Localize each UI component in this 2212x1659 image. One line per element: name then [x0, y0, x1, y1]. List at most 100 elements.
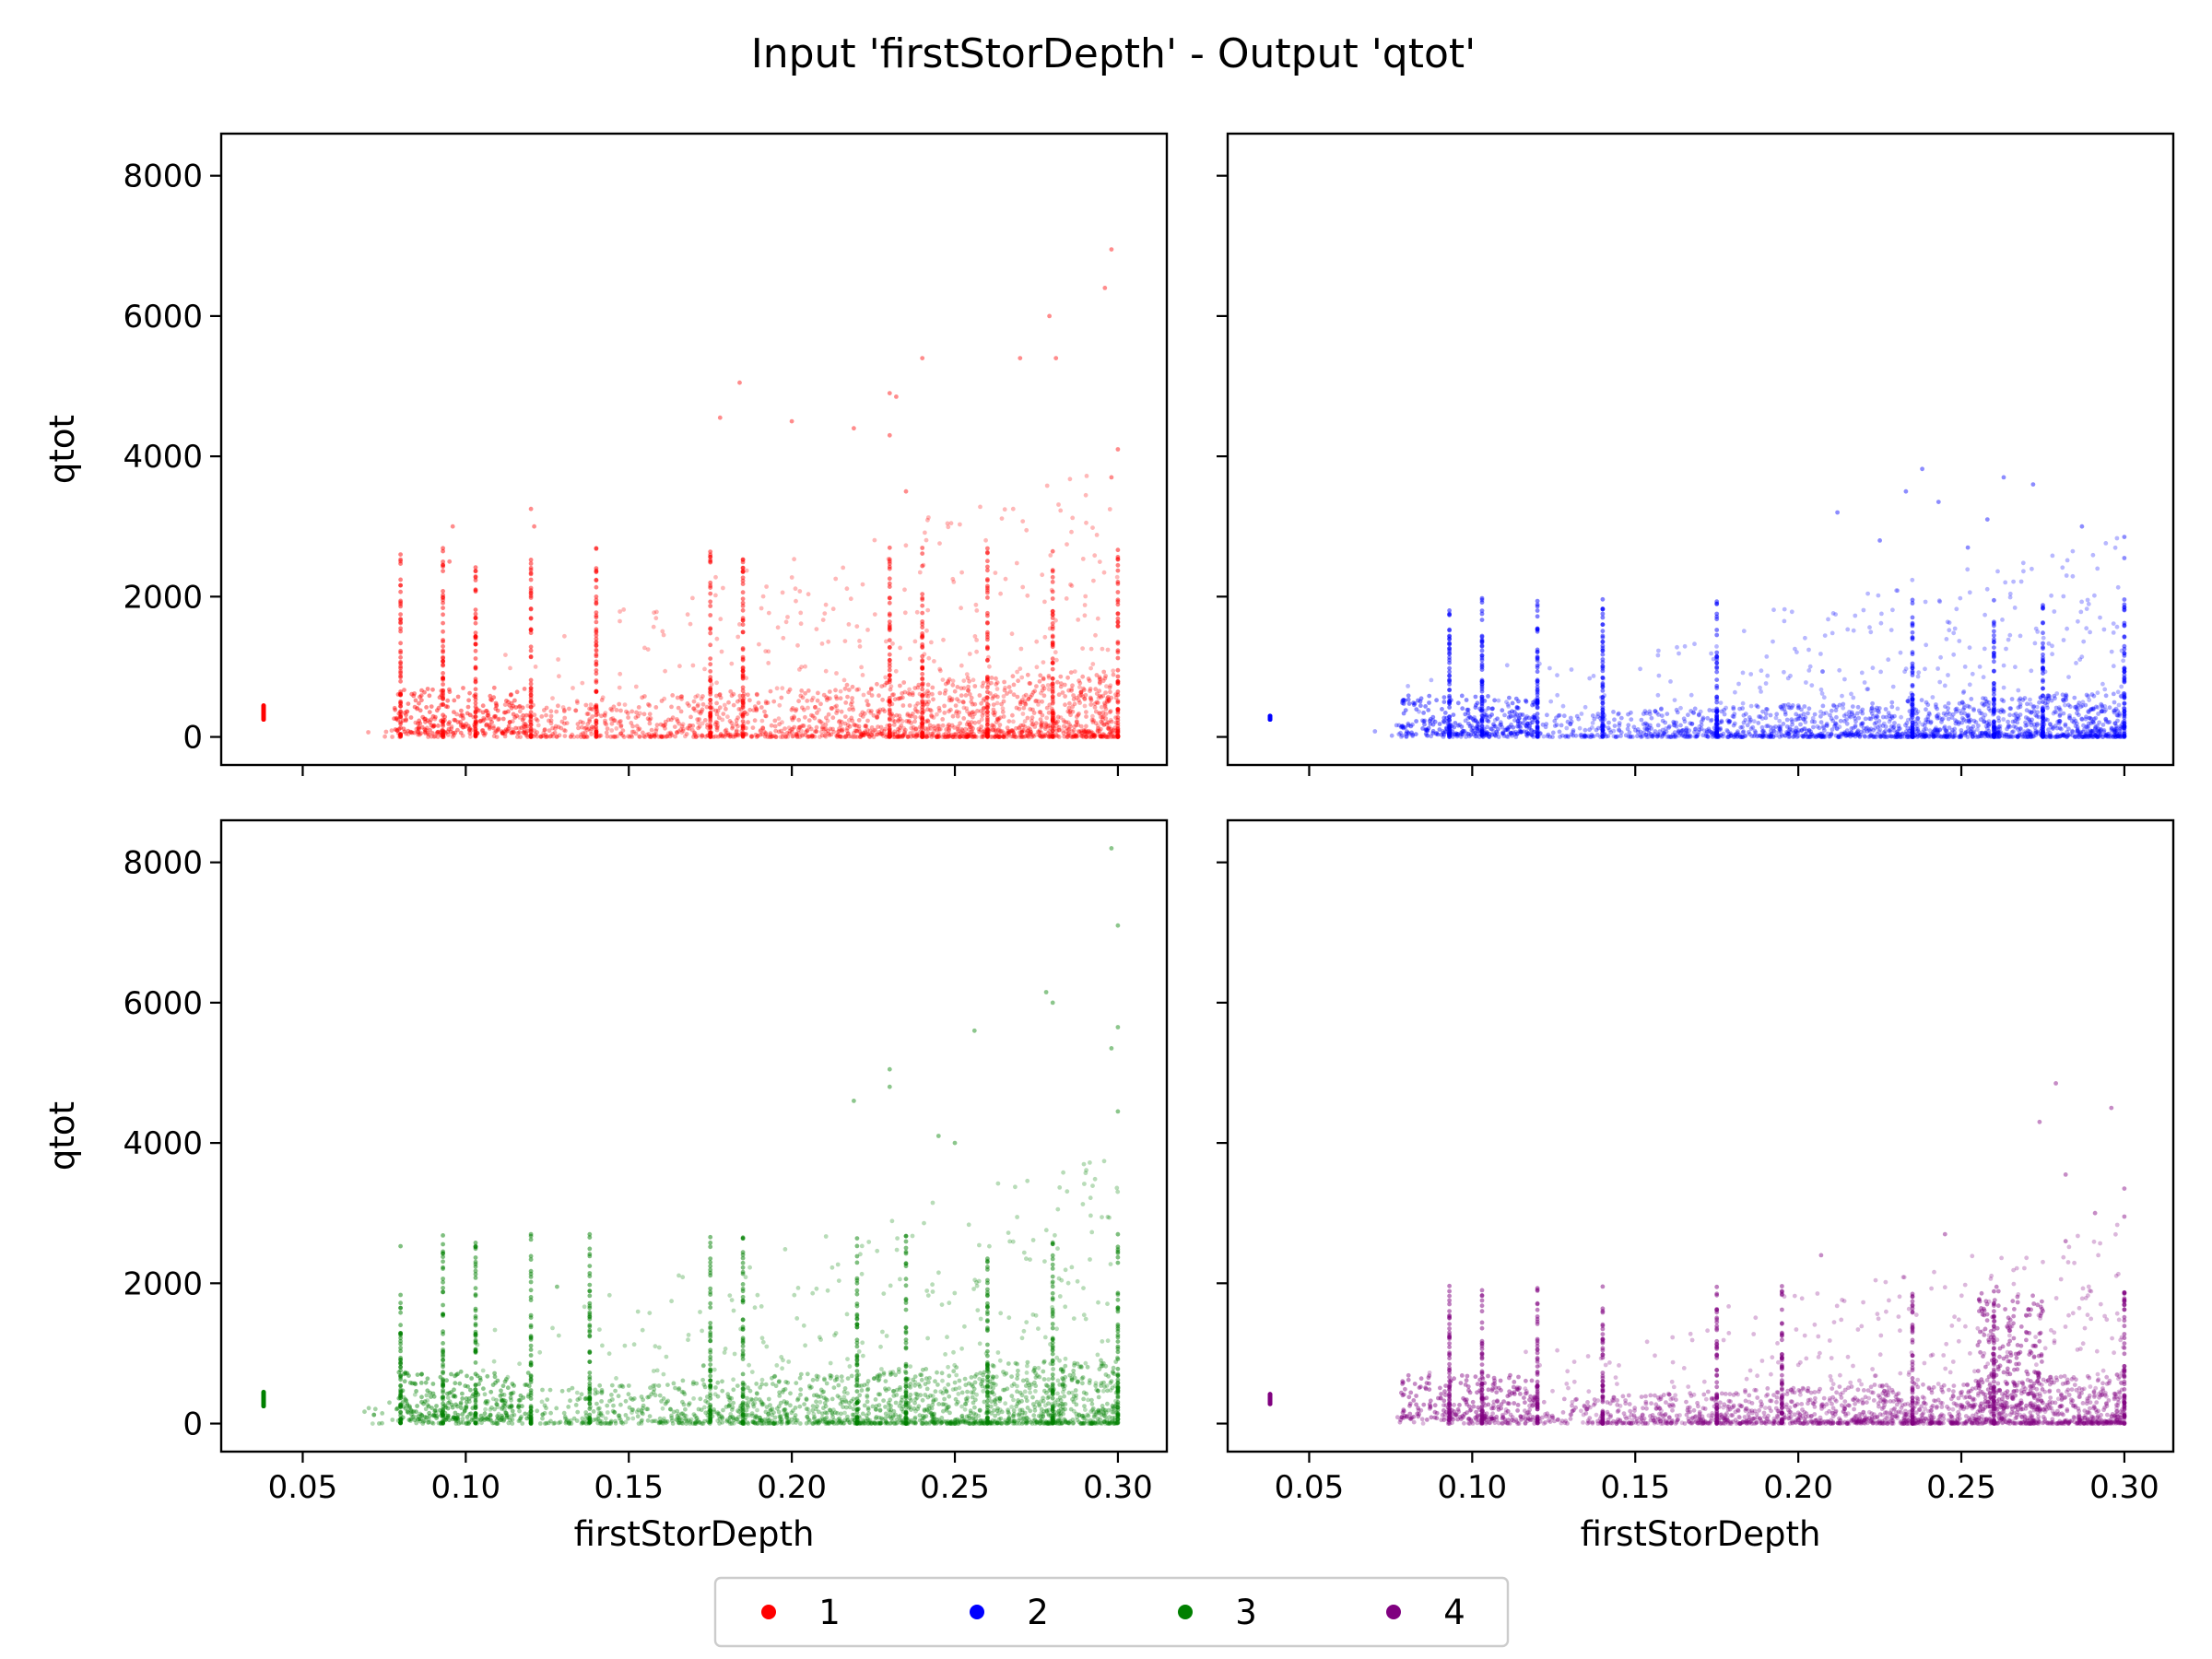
scatter-point — [1961, 707, 1966, 712]
scatter-point — [616, 721, 621, 725]
scatter-point — [1706, 735, 1711, 739]
scatter-point — [489, 720, 494, 724]
scatter-point — [261, 710, 266, 715]
scatter-point — [865, 732, 871, 736]
scatter-point — [794, 732, 799, 736]
scatter-point — [2050, 734, 2054, 739]
scatter-point — [480, 718, 486, 724]
scatter-point — [1970, 734, 1975, 739]
scatter-point — [2011, 729, 2016, 734]
scatter-point — [567, 706, 571, 712]
scatter-point — [1942, 683, 1947, 688]
scatter-point — [1502, 712, 1507, 718]
scatter-point — [261, 705, 266, 711]
scatter-point — [1952, 735, 1958, 739]
scatter-point — [261, 716, 266, 722]
scatter-point — [1066, 726, 1072, 732]
scatter-point — [1626, 734, 1631, 739]
scatter-point — [666, 731, 671, 736]
scatter-point — [926, 515, 931, 520]
scatter-point — [1058, 674, 1064, 679]
scatter-point — [1087, 678, 1092, 683]
scatter-point — [497, 716, 501, 722]
figure-title: Input 'firstStorDepth' - Output 'qtot' — [751, 30, 1477, 77]
scatter-point — [1871, 735, 1877, 739]
scatter-point — [1751, 719, 1757, 724]
scatter-point — [2054, 691, 2060, 696]
scatter-point — [1739, 735, 1745, 739]
scatter-point — [725, 731, 731, 735]
scatter-point — [2096, 729, 2101, 734]
scatter-point — [1070, 735, 1076, 739]
scatter-point — [1040, 572, 1045, 578]
scatter-point — [971, 734, 977, 739]
scatter-point — [2074, 704, 2079, 710]
scatter-point — [1022, 701, 1028, 706]
scatter-point — [528, 704, 534, 710]
scatter-point — [394, 727, 400, 733]
scatter-point — [594, 640, 599, 644]
scatter-point — [1010, 712, 1015, 718]
scatter-point — [668, 731, 674, 736]
scatter-point — [625, 711, 630, 716]
scatter-point — [796, 731, 801, 736]
scatter-point — [964, 722, 970, 727]
scatter-point — [1571, 733, 1576, 738]
scatter-point — [691, 706, 696, 711]
scatter-point — [1655, 653, 1661, 658]
scatter-point — [1394, 723, 1399, 728]
scatter-point — [823, 734, 829, 739]
scatter-point — [1698, 709, 1703, 714]
scatter-point — [1794, 717, 1799, 723]
scatter-point — [1081, 686, 1086, 691]
scatter-point — [953, 711, 959, 716]
scatter-point — [261, 713, 266, 719]
scatter-point — [1805, 728, 1809, 734]
scatter-point — [2113, 706, 2119, 712]
scatter-point — [985, 578, 990, 583]
scatter-point — [838, 696, 843, 701]
scatter-point — [720, 734, 724, 739]
scatter-point — [261, 704, 266, 710]
scatter-point — [520, 717, 525, 723]
scatter-point — [716, 715, 722, 721]
scatter-point — [261, 704, 266, 710]
scatter-point — [524, 732, 529, 736]
scatter-point — [261, 711, 266, 716]
scatter-point — [971, 677, 976, 683]
scatter-point — [1079, 733, 1085, 738]
scatter-point — [1039, 734, 1044, 739]
scatter-point — [799, 728, 804, 734]
scatter-point — [594, 689, 599, 695]
scatter-point — [670, 693, 676, 698]
scatter-point — [759, 606, 764, 611]
scatter-point — [790, 734, 795, 739]
scatter-point — [261, 709, 266, 714]
scatter-point — [971, 726, 975, 731]
scatter-point — [261, 705, 266, 711]
scatter-point — [740, 688, 746, 693]
scatter-point — [1788, 705, 1793, 711]
scatter-point — [548, 734, 554, 738]
scatter-point — [1794, 730, 1799, 735]
scatter-point — [924, 701, 930, 707]
scatter-point — [528, 506, 534, 512]
scatter-point — [562, 633, 567, 639]
scatter-point — [882, 683, 888, 688]
scatter-point — [1084, 474, 1089, 478]
scatter-point — [1066, 688, 1071, 693]
scatter-point — [2048, 722, 2053, 727]
scatter-point — [450, 524, 455, 529]
scatter-point — [512, 715, 518, 720]
scatter-point — [594, 678, 599, 683]
scatter-point — [1789, 609, 1794, 615]
scatter-point — [1828, 712, 1832, 718]
scatter-point — [1010, 729, 1016, 735]
scatter-point — [416, 721, 420, 726]
scatter-point — [1644, 735, 1650, 739]
scatter-point — [1014, 705, 1019, 711]
scatter-point — [1115, 611, 1121, 616]
scatter-point — [1887, 719, 1892, 724]
scatter-point — [1115, 655, 1121, 661]
scatter-point — [1097, 728, 1102, 734]
